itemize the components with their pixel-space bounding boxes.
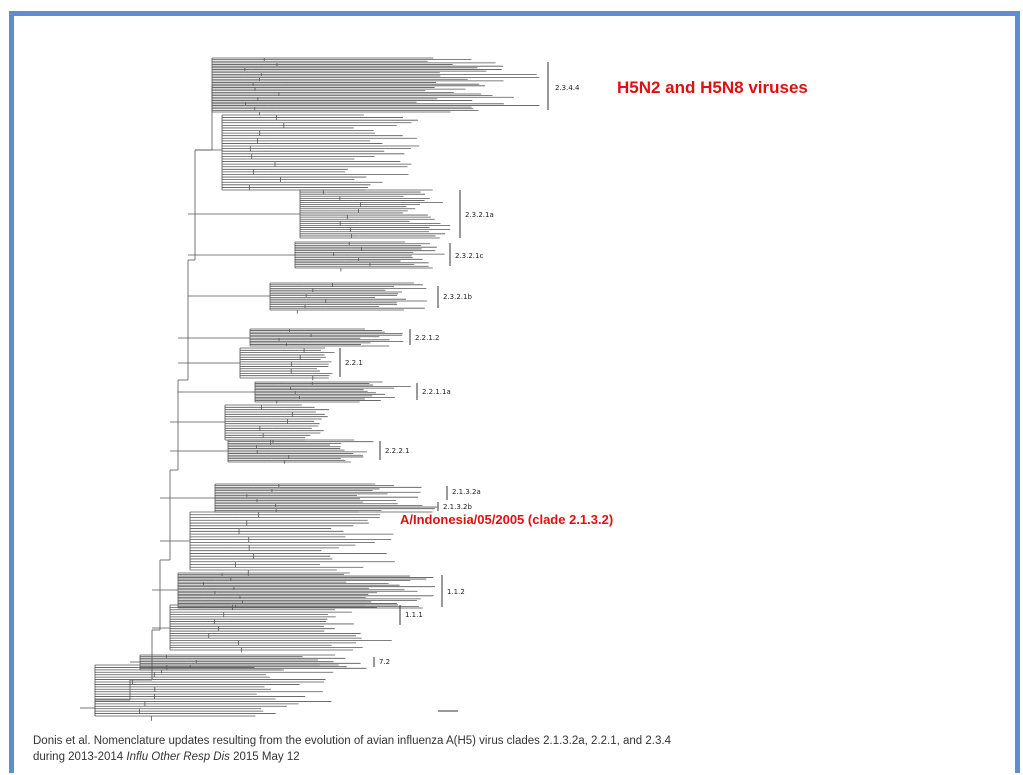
caption-years: during 2013-2014 — [33, 751, 124, 763]
clade-label-2132a: 2.1.3.2a — [452, 488, 481, 496]
clade-label-23221c: 2.3.2.1c — [455, 252, 483, 260]
tree-branches — [80, 57, 540, 721]
caption-line-1: Donis et al. Nomenclature updates result… — [33, 735, 671, 747]
clade-label-23221b: 2.3.2.1b — [443, 293, 472, 301]
clade-label-72: 7.2 — [379, 658, 390, 666]
figure-caption: Donis et al. Nomenclature updates result… — [33, 733, 993, 765]
clade-label-2211a: 2.2.1.1a — [422, 388, 451, 396]
clade-label-112: 1.1.2 — [447, 588, 465, 596]
highlight-indonesia: A/Indonesia/05/2005 (clade 2.1.3.2) — [400, 512, 614, 527]
caption-journal: Influ Other Resp Dis — [126, 751, 230, 763]
clade-label-2221: 2.2.2.1 — [385, 447, 410, 455]
clade-label-111: 1.1.1 — [405, 611, 423, 619]
clade-bars — [339, 62, 549, 667]
caption-line-2: during 2013-2014 Influ Other Resp Dis 20… — [33, 749, 993, 765]
clade-label-23221a: 2.3.2.1a — [465, 211, 494, 219]
highlight-h5n2-h5n8: H5N2 and H5N8 viruses — [617, 78, 808, 97]
clade-label-2344: 2.3.4.4 — [555, 84, 580, 92]
clade-label-2212: 2.2.1.2 — [415, 334, 440, 342]
clade-label-221: 2.2.1 — [345, 359, 363, 367]
caption-date: 2015 May 12 — [233, 751, 300, 763]
figure-frame — [9, 11, 1020, 773]
clade-label-2132b: 2.1.3.2b — [443, 503, 472, 511]
